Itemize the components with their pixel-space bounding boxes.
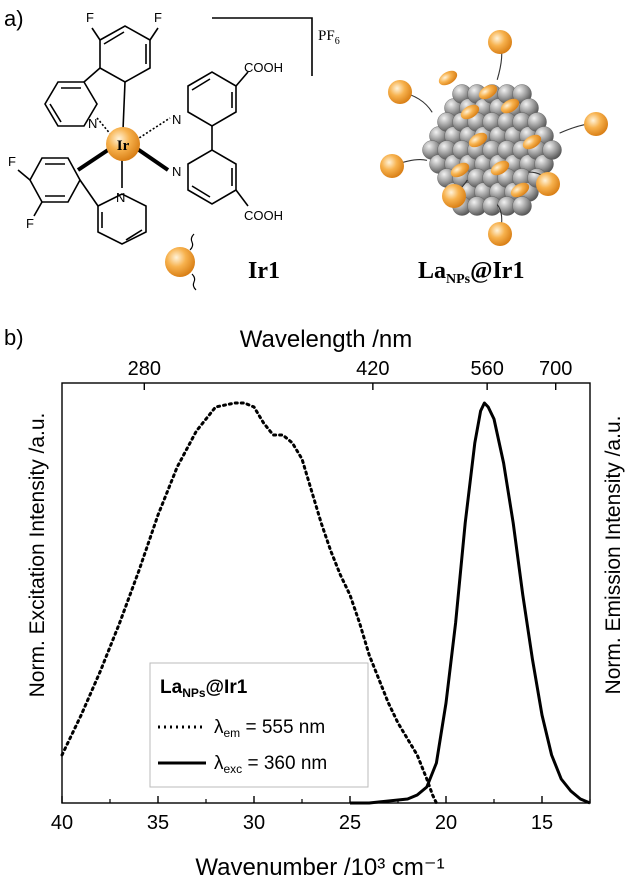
iridium-label: Ir	[117, 138, 130, 154]
bottom-axis-title: Wavenumber /10³ cm⁻¹	[195, 854, 444, 881]
x-tick-label-top: 420	[356, 358, 389, 380]
nitrogen-label: N	[116, 190, 125, 205]
excitation-spectrum-line	[60, 401, 438, 805]
legend-title: LaNPs@Ir1	[160, 677, 248, 700]
ligand-sphere	[442, 184, 466, 208]
left-axis-title: Norm. Excitation Intensity /a.u.	[26, 413, 49, 698]
nitrogen-label: N	[88, 116, 97, 131]
legend-box	[149, 662, 369, 788]
x-tick-label-bottom: 25	[339, 812, 361, 834]
legend-entry-emission-wavelength: λem = 555 nm	[214, 717, 325, 740]
x-tick-label-top: 700	[539, 358, 572, 380]
x-tick-label-bottom: 40	[51, 812, 73, 834]
nanoparticle-atom	[542, 140, 562, 160]
surface-ligand	[500, 98, 520, 114]
anchor-group-icon	[165, 233, 197, 291]
surface-ligand	[468, 132, 488, 148]
ligand-sphere	[380, 154, 404, 178]
panel-a-scheme: a) I	[4, 6, 608, 291]
x-tick-label-bottom: 35	[147, 812, 169, 834]
x-tick-label-top: 560	[470, 358, 503, 380]
ligand-sphere	[488, 222, 512, 246]
fluorine-label: F	[26, 216, 34, 231]
ligand-sphere	[536, 172, 560, 196]
x-tick-label-bottom: 15	[531, 812, 553, 834]
legend: LaNPs@Ir1 λem = 555 nm λexc = 360 nm	[149, 662, 369, 788]
ir1-molecule-structure	[17, 17, 313, 245]
legend-entry-excitation-wavelength: λexc = 360 nm	[214, 753, 327, 776]
surface-ligand	[478, 84, 498, 100]
surface-ligand	[438, 70, 458, 86]
ligand-sphere	[584, 112, 608, 136]
fluorine-label: F	[86, 10, 94, 25]
iridium-center-sphere	[106, 127, 140, 161]
surface-ligand	[522, 134, 542, 150]
surface-ligand	[510, 182, 530, 198]
x-tick-label-bottom: 30	[243, 812, 265, 834]
surface-ligand	[460, 104, 480, 120]
cooh-bottom-label: COOH	[244, 208, 283, 223]
right-axis-title: Norm. Emission Intensity /a.u.	[602, 416, 625, 695]
x-tick-label-top: 280	[128, 358, 161, 380]
ligand-sphere	[388, 80, 412, 104]
plot-frame	[61, 382, 591, 804]
surface-ligand	[450, 162, 470, 178]
surface-ligand	[490, 160, 510, 176]
top-axis-title: Wavelength /nm	[240, 326, 413, 353]
emission-spectrum-line	[350, 401, 591, 805]
fluorine-label: F	[8, 154, 16, 169]
ligand-sphere	[488, 30, 512, 54]
panel-b-spectra-chart: b) Wavelength /nm 40 35 30 25 20 15 280 420 560 7…	[4, 325, 625, 881]
counterion-label: PF6	[318, 28, 340, 47]
nitrogen-label: N	[172, 112, 181, 127]
fluorine-label: F	[154, 10, 162, 25]
nitrogen-label: N	[172, 164, 181, 179]
nanoparticle-illustration	[380, 30, 608, 246]
x-tick-label-bottom: 20	[435, 812, 457, 834]
compound-label: Ir1	[248, 258, 280, 284]
panel-b-label: b)	[4, 325, 24, 350]
nanoparticle-atom	[512, 196, 532, 216]
nanoparticle-label: LaNPs@Ir1	[418, 258, 524, 287]
cooh-top-label: COOH	[244, 60, 283, 75]
panel-a-label: a)	[4, 6, 24, 31]
